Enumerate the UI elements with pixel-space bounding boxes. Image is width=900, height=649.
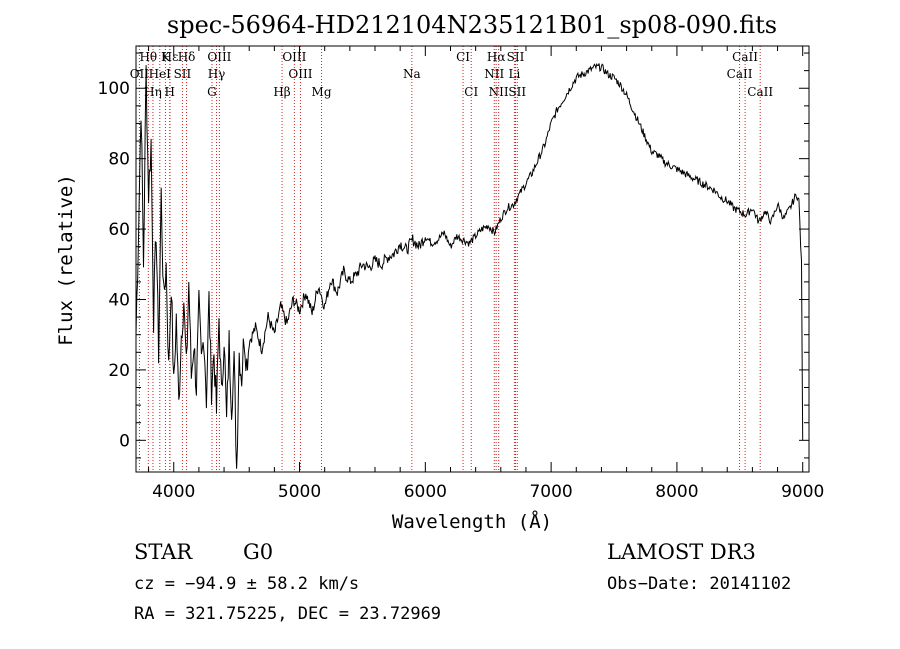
line-marker-label: HeI [149,67,172,81]
y-axis-label: Flux (relative) [55,174,77,346]
x-axis-ticks: 4000 5000 6000 7000 8000 9000 [148,46,824,502]
line-marker-label: SII [174,67,192,81]
y-tick-label: 80 [108,150,130,170]
x-tick-label: 7000 [529,482,572,502]
line-marker-label: Mg [312,85,332,99]
plot-frame [135,45,810,473]
line-marker-label: NII [484,67,504,81]
line-marker-label: OIII [288,67,312,81]
coordinates: RA = 321.75225, DEC = 23.72969 [134,604,442,624]
line-marker-label: SII [508,85,526,99]
line-marker-label: CaII [732,50,758,64]
y-tick-label: 100 [98,79,130,99]
line-marker-label: Na [403,67,421,81]
y-tick-label: 20 [108,361,130,381]
chart-title: spec-56964-HD212104N235121B01_sp08-090.f… [167,11,777,39]
x-tick-label: 8000 [655,482,698,502]
line-marker-label: NII [489,85,509,99]
line-marker-label: Hδ [178,50,196,64]
x-tick-label: 4000 [152,482,195,502]
line-marker-label: Hβ [273,85,290,99]
line-marker-label: OIII [282,50,306,64]
line-marker-label: Hγ [208,67,226,81]
line-marker-label: OII [130,67,150,81]
line-marker-label: K [161,50,171,64]
y-axis-ticks: 0 20 40 60 80 100 [98,52,809,459]
line-marker-label: Hα [487,50,506,64]
object-class: STAR [134,540,193,564]
line-marker-label: Hθ [139,50,157,64]
x-axis-label: Wavelength (Å) [392,510,552,533]
line-marker-label: H [164,85,174,99]
y-tick-label: 0 [119,431,130,451]
x-tick-label: 9000 [781,482,824,502]
redshift-cz: cz = −94.9 ± 58.2 km/s [134,574,360,594]
y-tick-label: 60 [108,220,130,240]
observation-date: Obs−Date: 20141102 [607,574,792,594]
spectrum-line [135,62,804,469]
x-tick-label: 6000 [404,482,447,502]
line-marker-label: CaII [747,85,773,99]
y-tick-label: 40 [108,290,130,310]
line-marker-label: SII [507,50,525,64]
line-marker-label: CI [456,50,470,64]
spectral-subclass: G0 [243,540,274,564]
line-marker-label: Hη [144,85,162,99]
line-marker-label: Li [508,67,520,81]
x-tick-label: 5000 [278,482,321,502]
line-marker-label: CaII [727,67,753,81]
survey-name: LAMOST DR3 [607,540,756,564]
line-marker-label: OIII [207,50,231,64]
line-marker-label: CI [464,85,478,99]
line-marker-label: G [207,85,217,99]
